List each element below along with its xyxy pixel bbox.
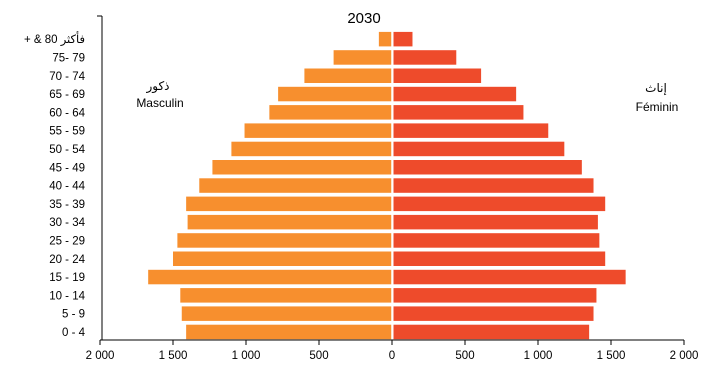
- female-bar: [393, 233, 600, 248]
- male-bar: [199, 178, 392, 193]
- age-group-label: 30 - 34: [49, 217, 85, 229]
- female-bar: [393, 269, 626, 285]
- x-tick-label: 2 000: [86, 350, 115, 362]
- male-bar: [378, 31, 392, 47]
- male-label: Masculin: [136, 96, 183, 110]
- male-bar: [231, 141, 392, 157]
- labels-group: + & 80 فأكثر 75- 79 70 - 74 65 - 69 60 - 64 5…: [24, 31, 698, 362]
- chart-title: 2030: [347, 10, 380, 27]
- female-bar: [393, 160, 582, 175]
- male-bar: [278, 86, 392, 102]
- age-group-label: 10 - 14: [49, 290, 85, 302]
- age-group-label: 25 - 29: [49, 235, 85, 247]
- age-group-label: 40 - 44: [49, 181, 85, 193]
- x-tick-label: 2 000: [670, 350, 699, 362]
- age-group-label: 60 - 64: [49, 107, 85, 119]
- male-bar: [244, 123, 392, 138]
- female-bar: [393, 324, 590, 340]
- male-bar: [186, 196, 392, 212]
- age-group-label: 50 - 54: [49, 144, 85, 156]
- female-bar: [393, 123, 549, 138]
- female-bar: [393, 31, 413, 47]
- female-bar: [393, 288, 597, 303]
- female-bar: [393, 214, 598, 230]
- axes-group: [97, 15, 685, 345]
- x-tick-label: 1 500: [159, 350, 188, 362]
- male-bar: [304, 68, 392, 83]
- age-group-label: 35 - 39: [49, 199, 85, 211]
- x-tick-label: 0: [389, 350, 395, 362]
- male-bar: [187, 214, 392, 230]
- male-bar: [173, 251, 392, 266]
- male-label-arabic: ذكور: [145, 79, 169, 94]
- female-label-arabic: إناث: [645, 81, 667, 95]
- female-label: Féminin: [636, 100, 679, 114]
- female-bar: [393, 306, 594, 321]
- age-group-label: 15 - 19: [49, 272, 85, 284]
- male-bar: [180, 288, 392, 303]
- x-tick-label: 500: [309, 350, 328, 362]
- x-tick-label: 1 500: [597, 350, 626, 362]
- age-group-label: 20 - 24: [49, 254, 85, 266]
- x-tick-label: 1 000: [232, 350, 261, 362]
- age-group-label: 0 - 4: [62, 327, 86, 339]
- male-bar: [181, 306, 392, 321]
- x-tick-label: 1 000: [524, 350, 553, 362]
- female-bar: [393, 178, 594, 193]
- age-group-label: 45 - 49: [49, 162, 85, 174]
- age-group-label: 5 - 9: [62, 309, 85, 321]
- x-tick-label: 500: [455, 350, 474, 362]
- male-bar: [186, 324, 392, 340]
- female-bar: [393, 251, 606, 266]
- female-bar: [393, 50, 457, 65]
- female-bar: [393, 68, 482, 83]
- female-bar: [393, 86, 517, 102]
- female-bar: [393, 141, 565, 157]
- male-bar: [148, 269, 392, 285]
- male-bar: [269, 105, 392, 120]
- male-bar: [333, 50, 392, 65]
- male-bar: [177, 233, 392, 248]
- female-bar: [393, 105, 524, 120]
- female-bar: [393, 196, 606, 212]
- age-group-label: + & 80 فأكثر: [24, 31, 85, 47]
- age-group-label: 65 - 69: [49, 89, 85, 101]
- age-group-label: 55 - 59: [49, 126, 85, 138]
- bars-group: [148, 31, 626, 340]
- age-group-label: 75- 79: [52, 52, 85, 64]
- age-group-label: 70 - 74: [49, 71, 85, 83]
- male-bar: [212, 160, 392, 175]
